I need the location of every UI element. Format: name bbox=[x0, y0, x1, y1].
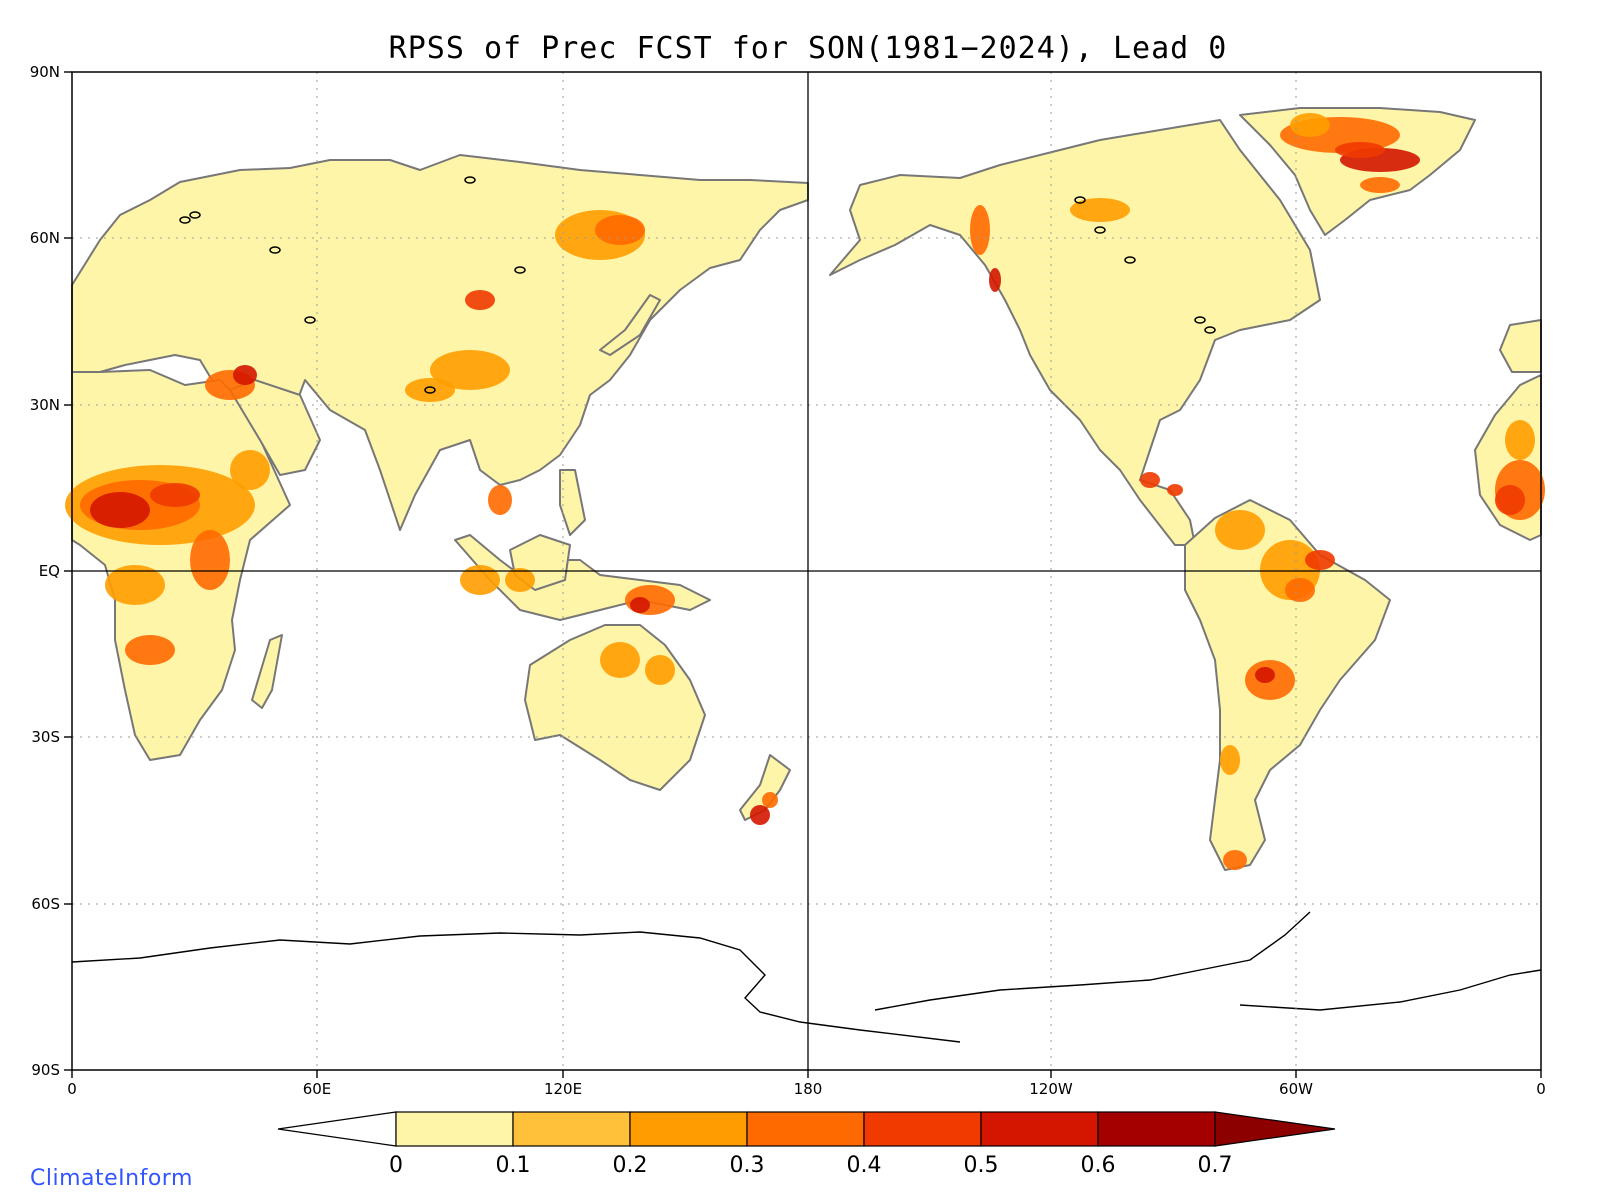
skill-patch bbox=[645, 655, 675, 685]
skill-patch bbox=[125, 635, 175, 665]
lake-outline bbox=[424, 386, 436, 394]
skill-patch bbox=[1495, 485, 1525, 515]
colorbar-bin-0.6-0.7 bbox=[1097, 1111, 1216, 1147]
lon-label-0-right: 0 bbox=[1536, 1080, 1546, 1098]
lat-axis: 90N 60N 30N EQ 30S 60S 90S bbox=[30, 63, 72, 1079]
lake-outline bbox=[464, 176, 476, 184]
skill-patch bbox=[90, 492, 150, 528]
lat-label-90s: 90S bbox=[31, 1061, 60, 1079]
colorbar: 0 0.1 0.2 0.3 0.4 0.5 0.6 0.7 bbox=[277, 1111, 1336, 1178]
skill-patch bbox=[405, 378, 455, 402]
skill-patch bbox=[150, 483, 200, 507]
chart-title: RPSS of Prec FCST for SON(1981−2024), Le… bbox=[389, 31, 1228, 66]
lake-outline bbox=[1194, 316, 1206, 324]
lat-label-90n: 90N bbox=[30, 63, 60, 81]
lon-label-120e: 120E bbox=[544, 1080, 582, 1098]
skill-patch bbox=[233, 365, 257, 385]
colorbar-label-0.7: 0.7 bbox=[1198, 1153, 1233, 1178]
lat-label-60s: 60S bbox=[31, 895, 60, 913]
lon-axis: 0 60E 120E 180 120W 60W 0 bbox=[67, 1070, 1546, 1098]
skill-patch bbox=[430, 350, 510, 390]
skill-patch bbox=[1220, 745, 1240, 775]
colorbar-bin-0.4-0.5 bbox=[863, 1111, 982, 1147]
antarctica-coastline bbox=[71, 911, 1542, 1043]
japan-landmass bbox=[599, 294, 661, 356]
lake-outline bbox=[1094, 226, 1106, 234]
skill-patch bbox=[762, 792, 778, 808]
colorbar-triangle-high bbox=[1214, 1111, 1336, 1147]
lon-label-180: 180 bbox=[794, 1080, 823, 1098]
skill-patch bbox=[970, 205, 990, 255]
colorbar-bin-0.3-0.4 bbox=[746, 1111, 865, 1147]
lon-label-120w: 120W bbox=[1029, 1080, 1073, 1098]
lake-outline bbox=[179, 216, 191, 224]
skill-patch bbox=[1305, 550, 1335, 570]
branding-text: ClimateInform bbox=[30, 1166, 193, 1191]
skill-patch bbox=[190, 530, 230, 590]
skill-patch bbox=[989, 268, 1001, 292]
skill-patch bbox=[488, 485, 512, 515]
lat-label-30s: 30S bbox=[31, 728, 60, 746]
map-plot-area bbox=[65, 71, 1545, 1071]
lake-outline bbox=[189, 211, 201, 219]
colorbar-bin-0.1-0.2 bbox=[512, 1111, 631, 1147]
skill-patch bbox=[465, 290, 495, 310]
colorbar-label-0.5: 0.5 bbox=[964, 1153, 999, 1178]
skill-patch bbox=[1140, 472, 1160, 488]
madagascar-landmass bbox=[251, 634, 283, 709]
colorbar-label-0.2: 0.2 bbox=[613, 1153, 648, 1178]
lon-label-0: 0 bbox=[67, 1080, 77, 1098]
skill-patch bbox=[1223, 850, 1247, 870]
graticule bbox=[72, 72, 1541, 1070]
skill-patch bbox=[1285, 578, 1315, 602]
lake-outline bbox=[1204, 326, 1216, 334]
skill-patch bbox=[1215, 510, 1265, 550]
lake-outline bbox=[1124, 256, 1136, 264]
lon-label-60e: 60E bbox=[303, 1080, 332, 1098]
skill-patch bbox=[750, 805, 770, 825]
skill-patch bbox=[1290, 113, 1330, 137]
antarctica-outline bbox=[71, 911, 1542, 1043]
skill-patch bbox=[1167, 484, 1183, 496]
colorbar-label-0.4: 0.4 bbox=[847, 1153, 882, 1178]
skill-patch bbox=[595, 215, 645, 245]
colorbar-bin-0-0.1 bbox=[395, 1111, 514, 1147]
skill-patch bbox=[1335, 142, 1385, 158]
philippines-landmass bbox=[559, 469, 586, 536]
arabia-landmass bbox=[229, 379, 321, 476]
lat-tick-group bbox=[64, 71, 72, 1071]
colorbar-label-0.6: 0.6 bbox=[1081, 1153, 1116, 1178]
colorbar-bin-0.5-0.6 bbox=[980, 1111, 1099, 1147]
lake-outline bbox=[514, 266, 526, 274]
lon-label-60w: 60W bbox=[1279, 1080, 1313, 1098]
lake-outline bbox=[304, 316, 316, 324]
skill-patch bbox=[1360, 177, 1400, 193]
lat-label-eq: EQ bbox=[39, 562, 60, 580]
lat-label-30n: 30N bbox=[30, 396, 60, 414]
skill-patch bbox=[630, 597, 650, 613]
lat-label-60n: 60N bbox=[30, 229, 60, 247]
skill-patches bbox=[65, 113, 1545, 870]
colorbar-label-0.3: 0.3 bbox=[730, 1153, 765, 1178]
skill-patch bbox=[460, 565, 500, 595]
colorbar-bin-0.2-0.3 bbox=[629, 1111, 748, 1147]
skill-patch bbox=[1255, 667, 1275, 683]
skill-patch bbox=[1505, 420, 1535, 460]
lake-outline bbox=[269, 246, 281, 254]
colorbar-triangle-low bbox=[277, 1111, 397, 1147]
lake-outline bbox=[1074, 196, 1086, 204]
colorbar-label-0.1: 0.1 bbox=[496, 1153, 531, 1178]
skill-patch bbox=[105, 565, 165, 605]
skill-patch bbox=[600, 642, 640, 678]
colorbar-label-0: 0 bbox=[389, 1153, 403, 1178]
skill-patch bbox=[1070, 198, 1130, 222]
skill-patch bbox=[230, 450, 270, 490]
skill-patch bbox=[505, 568, 535, 592]
